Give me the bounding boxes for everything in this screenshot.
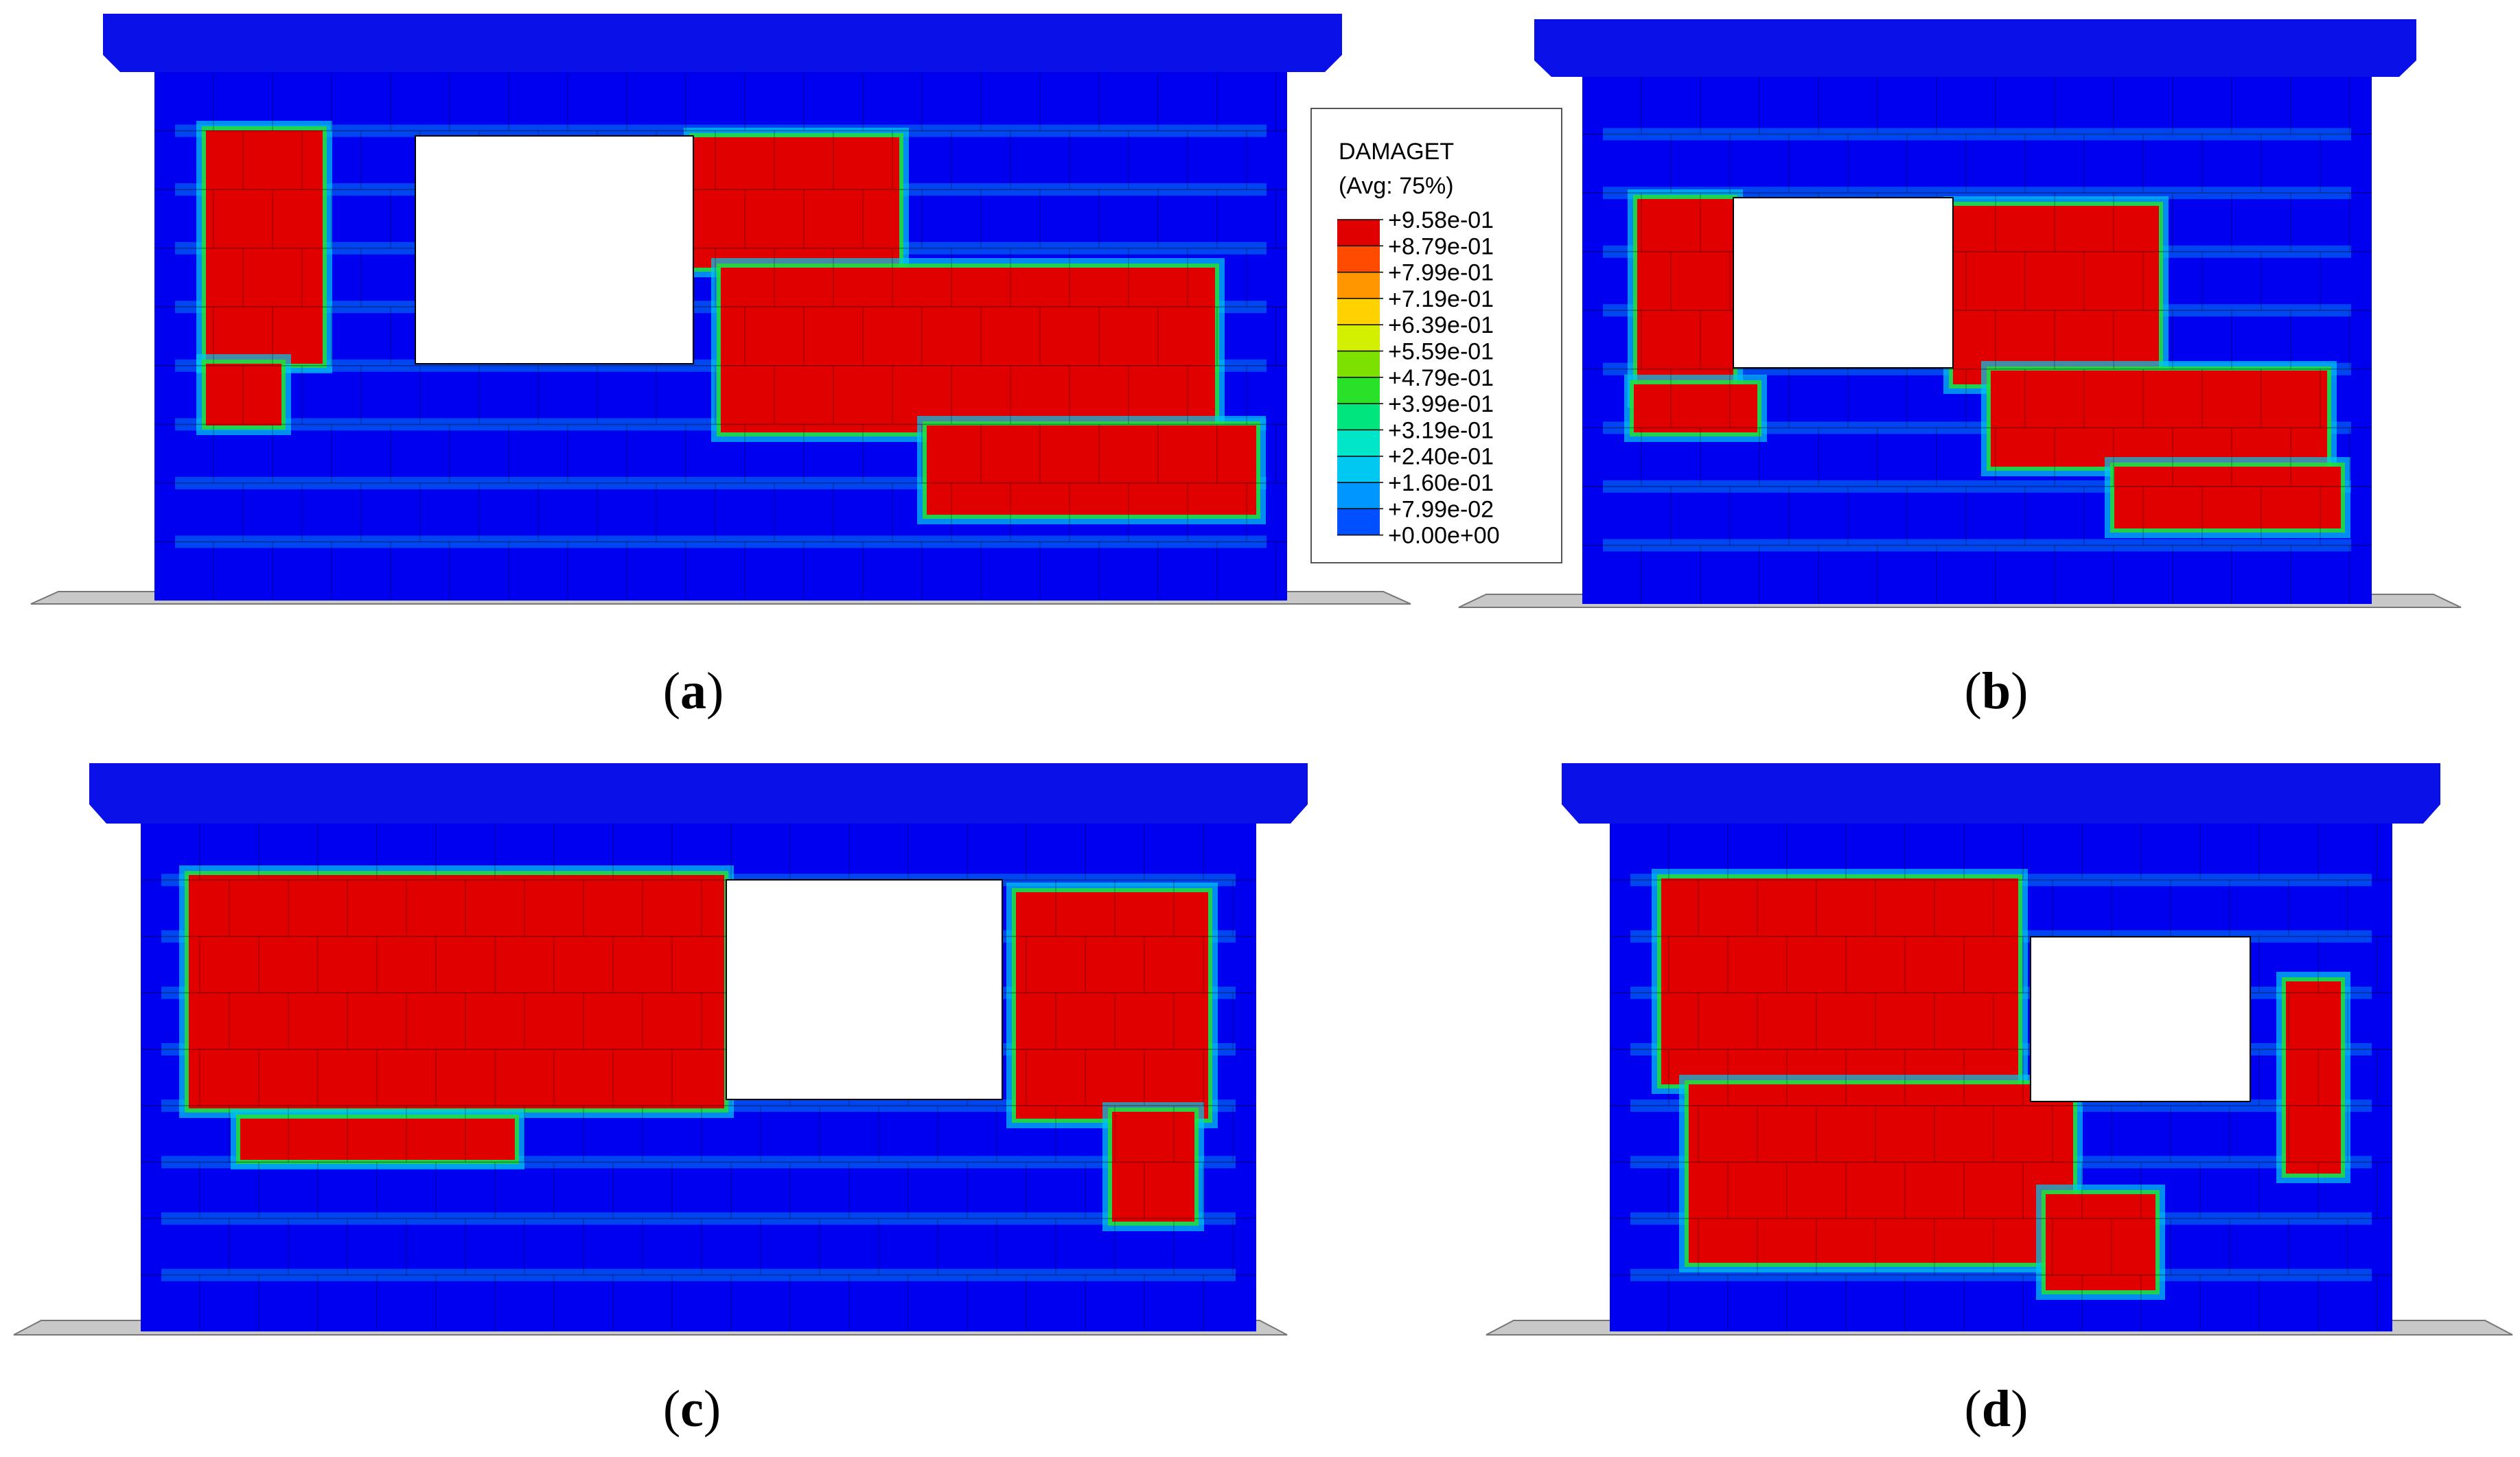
damage-zone — [1661, 878, 2018, 1084]
joint-damage-band — [161, 1268, 1236, 1281]
damage-zone — [1112, 1112, 1194, 1222]
legend-label: +8.79e-01 — [1388, 233, 1494, 259]
damage-zone — [189, 875, 724, 1108]
mortar-grid — [1610, 824, 2392, 1331]
joint-damage-band — [161, 1212, 1236, 1225]
legend-swatch — [1337, 377, 1380, 404]
damage-zone — [927, 426, 1256, 515]
roof-slab — [103, 14, 1342, 72]
legend-swatch — [1337, 220, 1380, 246]
damage-zone — [1689, 1084, 2073, 1263]
legend-label: +9.58e-01 — [1388, 207, 1494, 233]
legend-swatch — [1337, 325, 1380, 351]
damage-contours — [161, 865, 1236, 1281]
joint-damage-band — [1603, 128, 2351, 141]
legend-entries: +9.58e-01+8.79e-01+7.99e-01+7.19e-01+6.3… — [1337, 207, 1500, 549]
legend-swatch — [1337, 351, 1380, 377]
legend-swatch — [1337, 482, 1380, 509]
legend-label: +7.99e-01 — [1388, 260, 1494, 286]
joint-damage-band — [1603, 539, 2351, 552]
damage-zone — [1991, 371, 2327, 467]
damage-zone — [1634, 384, 1757, 432]
mortar-grid — [141, 824, 1256, 1331]
legend-swatch — [1337, 272, 1380, 299]
window-opening — [1733, 197, 1954, 369]
legend-title: DAMAGET — [1339, 139, 1454, 165]
window-opening — [726, 879, 1003, 1100]
mortar-grid — [154, 72, 1287, 601]
damage-zone — [240, 1119, 515, 1160]
legend-swatch — [1337, 404, 1380, 430]
joint-damage-band — [175, 535, 1267, 548]
roof-slab — [89, 763, 1308, 824]
damage-zone — [2286, 981, 2341, 1174]
legend-label: +7.19e-01 — [1388, 286, 1494, 312]
mortar-grid — [1582, 75, 2372, 604]
legend-swatch — [1337, 509, 1380, 535]
damage-zone — [693, 137, 899, 268]
panel-c-wall-model — [13, 763, 1308, 1336]
legend-label: +3.19e-01 — [1388, 417, 1494, 443]
legend-label: +2.40e-01 — [1388, 444, 1494, 470]
legend-swatch — [1337, 456, 1380, 482]
legend-swatch — [1337, 430, 1380, 456]
legend-subtitle: (Avg: 75%) — [1339, 173, 1454, 199]
caption-b: (b) — [1965, 662, 2028, 720]
joint-damage-band — [1603, 187, 2351, 200]
caption-c: (c) — [663, 1380, 721, 1438]
damage-legend: DAMAGET (Avg: 75%) +9.58e-01+8.79e-01+7.… — [1310, 108, 1562, 563]
caption-a: (a) — [663, 662, 724, 720]
panel-a-wall-model — [30, 14, 1411, 605]
legend-swatch — [1337, 246, 1380, 272]
damage-zone — [2046, 1194, 2155, 1290]
roof-slab — [1534, 19, 2416, 77]
legend-label: +1.60e-01 — [1388, 470, 1494, 496]
damage-zone — [1637, 199, 1733, 398]
window-opening — [2030, 936, 2251, 1102]
legend-label: +0.00e+00 — [1388, 523, 1500, 549]
panel-b-wall-model — [1458, 19, 2462, 608]
damage-zone — [1016, 892, 1208, 1119]
legend-label: +7.99e-02 — [1388, 496, 1494, 522]
damage-zone — [206, 364, 281, 426]
legend-label: +4.79e-01 — [1388, 365, 1494, 391]
legend-label: +5.59e-01 — [1388, 339, 1494, 365]
caption-d: (d) — [1965, 1380, 2028, 1438]
damage-zone — [721, 268, 1215, 432]
roof-slab — [1562, 763, 2440, 824]
window-opening — [415, 135, 694, 364]
damage-zone — [2114, 467, 2341, 528]
panel-d-wall-model — [1486, 763, 2513, 1336]
legend-label: +6.39e-01 — [1388, 312, 1494, 338]
damage-zone — [1953, 206, 2159, 384]
damage-contours — [1603, 128, 2351, 552]
legend-label: +3.99e-01 — [1388, 391, 1494, 417]
legend-swatch — [1337, 298, 1380, 325]
damage-zone — [206, 130, 323, 364]
